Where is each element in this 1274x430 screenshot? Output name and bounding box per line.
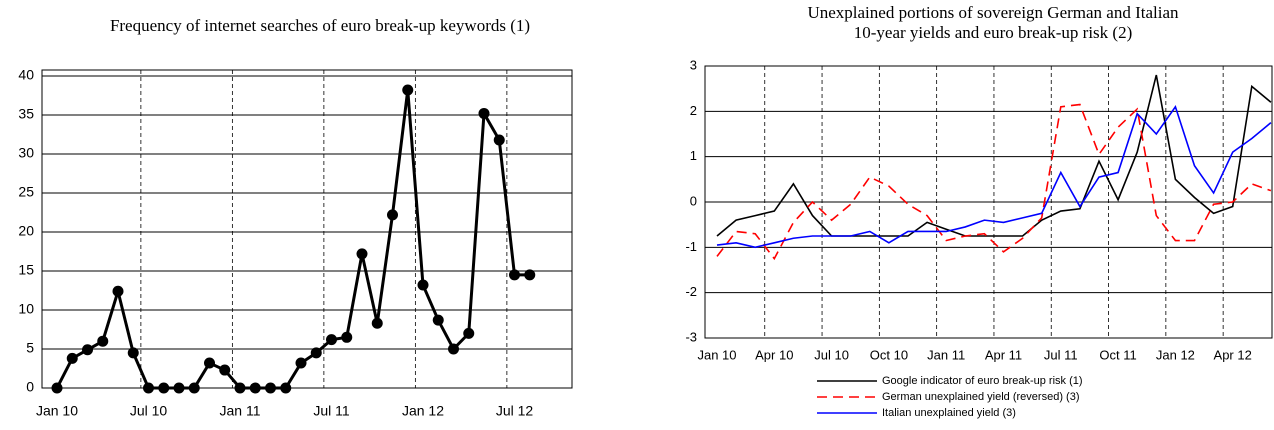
- x-tick-label: Jan 10: [697, 347, 736, 362]
- y-tick-label: 10: [18, 301, 34, 317]
- x-tick-label: Jul 10: [814, 347, 849, 362]
- series-line: [716, 74, 1272, 237]
- point: [265, 382, 276, 394]
- chart-title: Unexplained portions of sovereign German…: [807, 3, 1179, 22]
- x-tick-label: Jul 11: [313, 403, 350, 419]
- x-tick-label: Jan 12: [402, 403, 444, 419]
- point: [112, 285, 124, 297]
- x-tick-label: Apr 12: [1214, 347, 1252, 362]
- point: [524, 269, 536, 281]
- point: [402, 84, 414, 96]
- y-tick-label: -3: [685, 329, 697, 344]
- point: [249, 382, 261, 394]
- x-tick-label: Jan 10: [36, 403, 78, 419]
- point: [371, 317, 383, 329]
- x-tick-label: Jan 11: [927, 347, 965, 362]
- point: [417, 279, 429, 291]
- point: [493, 134, 505, 146]
- legend-label: Google indicator of euro break-up risk (…: [882, 375, 1083, 387]
- point: [509, 269, 520, 281]
- x-tick-label: Jul 11: [1044, 347, 1078, 362]
- point: [219, 364, 231, 376]
- y-tick-label: 3: [690, 57, 697, 72]
- y-tick-label: 5: [26, 340, 34, 356]
- point: [387, 209, 398, 221]
- x-tick-label: Jul 12: [496, 403, 534, 419]
- point: [51, 382, 63, 394]
- point: [234, 382, 246, 394]
- x-tick-label: Oct 11: [1099, 347, 1136, 362]
- point: [82, 344, 93, 356]
- point: [341, 331, 353, 343]
- y-tick-label: 1: [690, 148, 697, 163]
- point: [127, 347, 139, 359]
- y-tick-label: -1: [685, 239, 697, 254]
- legend-label: German unexplained yield (reversed) (3): [882, 391, 1079, 403]
- y-tick-label: -2: [685, 284, 697, 299]
- point: [356, 248, 368, 260]
- y-tick-label: 2: [690, 103, 697, 118]
- series-line: [55, 89, 530, 390]
- legend-label: Italian unexplained yield (3): [882, 407, 1016, 419]
- point: [295, 357, 307, 369]
- point: [158, 382, 170, 394]
- y-tick-label: 20: [18, 223, 34, 239]
- x-tick-label: Oct 10: [870, 347, 908, 362]
- point: [97, 335, 109, 347]
- point: [173, 382, 185, 394]
- point: [326, 334, 337, 346]
- y-tick-label: 35: [18, 106, 34, 122]
- point: [66, 352, 78, 364]
- series-line: [716, 103, 1272, 261]
- point: [432, 314, 444, 326]
- x-tick-label: Jan 11: [220, 403, 261, 419]
- y-tick-label: 0: [690, 193, 697, 208]
- point: [280, 382, 292, 394]
- plot-frame: [704, 65, 1273, 339]
- point: [310, 347, 322, 359]
- y-tick-label: 0: [26, 379, 34, 395]
- point: [143, 382, 154, 394]
- chart-title: Frequency of internet searches of euro b…: [110, 16, 530, 35]
- y-tick-label: 30: [18, 145, 34, 161]
- point: [448, 343, 459, 355]
- y-tick-label: 15: [18, 262, 34, 278]
- y-tick-label: 25: [18, 184, 34, 200]
- series-line: [716, 105, 1272, 249]
- x-tick-label: Apr 11: [985, 347, 1022, 362]
- point: [204, 357, 215, 369]
- chart-title: 10-year yields and euro break-up risk (2…: [854, 23, 1133, 42]
- y-tick-label: 40: [18, 67, 34, 83]
- plot-frame: [41, 69, 573, 389]
- point: [463, 327, 475, 339]
- x-tick-label: Jan 12: [1156, 347, 1195, 362]
- point: [478, 107, 490, 119]
- x-tick-label: Jul 10: [130, 403, 168, 419]
- x-tick-label: Apr 10: [755, 347, 793, 362]
- point: [188, 382, 200, 394]
